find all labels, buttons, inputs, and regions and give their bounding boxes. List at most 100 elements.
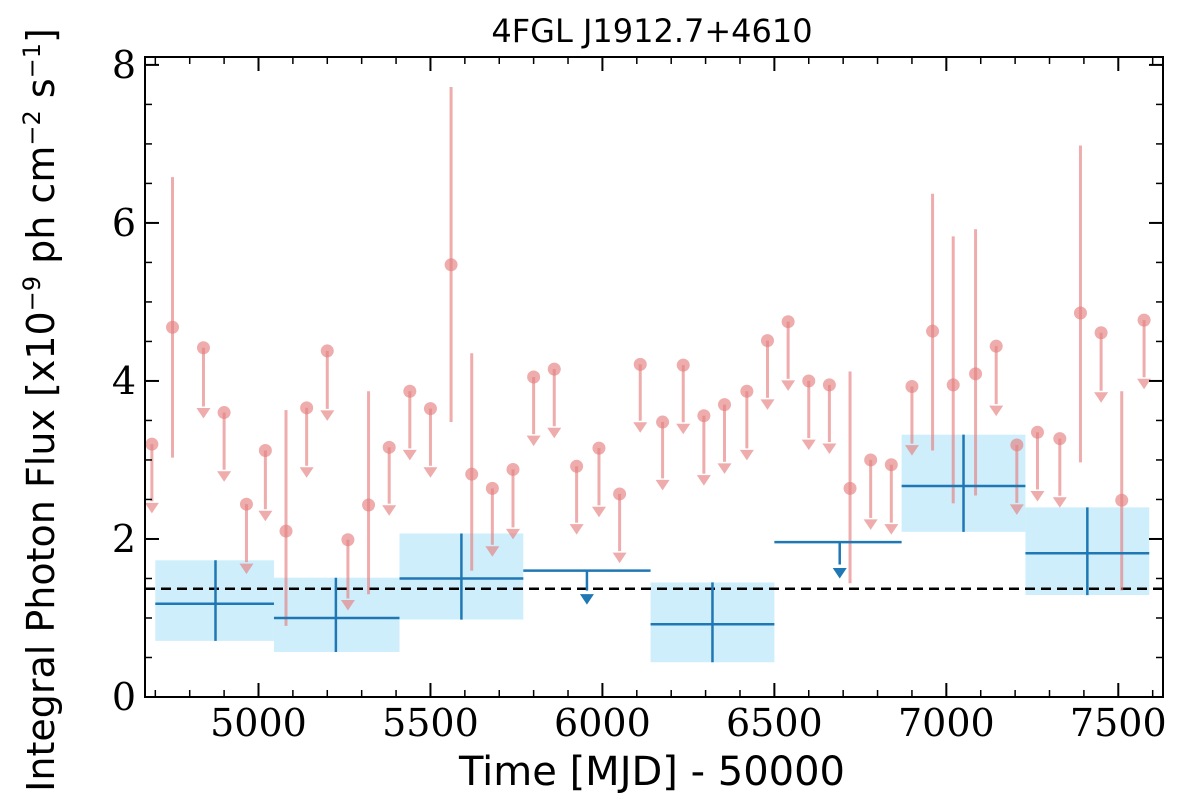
y-tick-label: 4 [112, 359, 136, 403]
short-bin-point [570, 459, 584, 473]
short-bin-point [1137, 313, 1151, 327]
short-bin-ul-arrow [633, 422, 648, 433]
short-bin-point [362, 498, 376, 512]
short-bin-point [718, 398, 732, 412]
short-bin-point [613, 487, 627, 501]
short-bin-point [905, 379, 919, 393]
short-bin-point [676, 358, 690, 372]
y-tick-label: 8 [112, 43, 136, 87]
short-bin-point [656, 415, 670, 429]
short-bin-ul-arrow [258, 510, 273, 522]
short-bin-ul-arrow [569, 524, 584, 535]
short-bin-ul-arrow [340, 600, 355, 611]
short-bin-point [740, 384, 754, 398]
short-bin-ul-arrow [402, 449, 417, 461]
short-bin-ul-arrow [739, 449, 754, 461]
plot-frame [144, 56, 1164, 698]
short-bin-ul-arrow [423, 467, 438, 478]
y-tick-label: 0 [112, 675, 136, 719]
x-tick-label: 5500 [382, 701, 479, 745]
short-bin-ul-arrow [822, 443, 837, 455]
y-tick-label: 2 [112, 517, 136, 561]
short-bin-point [802, 374, 816, 388]
short-bin-point [239, 497, 253, 511]
short-bin-ul-arrow [655, 479, 670, 491]
short-bins-layer [144, 87, 1152, 626]
short-bin-ul-arrow [904, 445, 919, 456]
short-bin-ul-arrow [505, 528, 520, 540]
short-bin-point [196, 341, 210, 355]
short-bin-ul-arrow [239, 563, 254, 575]
short-bin-point [527, 370, 541, 384]
x-tick-label: 7000 [898, 701, 995, 745]
short-bin-ul-arrow [382, 505, 397, 516]
short-bin-point [465, 467, 479, 481]
short-bin-point [341, 533, 355, 547]
short-bin-point [864, 453, 878, 467]
short-bin-ul-arrow [485, 546, 500, 557]
short-bin-point [145, 437, 159, 451]
short-bin-ul-arrow [1052, 497, 1067, 508]
y-axis-label: Integral Photon Flux [x10−9 ph cm−2 s−1] [18, 28, 63, 792]
short-bin-ul-arrow [696, 475, 711, 486]
short-bin-point [1094, 326, 1108, 340]
short-bin-point [300, 401, 314, 415]
short-bin-ul-arrow [1094, 392, 1109, 403]
short-bin-point [1115, 493, 1129, 507]
short-bin-ul-arrow [717, 463, 732, 474]
short-bin-point [217, 406, 231, 420]
x-axis-label: Time [MJD] - 50000 [458, 749, 845, 795]
short-bin-point [592, 441, 606, 455]
short-bin-point [1073, 306, 1087, 320]
short-bin-point [697, 409, 711, 423]
short-bin-point [382, 440, 396, 454]
short-bin-ul-arrow [547, 427, 562, 439]
short-bin-point [547, 362, 561, 376]
short-bin-ul-arrow [196, 408, 211, 419]
short-bin-point [485, 481, 499, 495]
short-bin-ul-arrow [217, 471, 232, 482]
short-bin-point [506, 462, 520, 476]
tick-labels: 5000 5500 6000 6500 7000 7500 0 2 4 6 8 [112, 43, 1167, 745]
short-bin-ul-arrow [863, 519, 878, 530]
short-bin-ul-arrow [801, 439, 816, 451]
short-bin-ul-arrow [320, 410, 335, 421]
short-bin-point [926, 324, 940, 338]
long-bins-layer [155, 434, 1150, 663]
chart-title: 4FGL J1912.7+4610 [491, 12, 812, 50]
short-bin-ul-arrow [1137, 378, 1152, 390]
short-bin-ul-arrow [612, 552, 627, 564]
short-bin-ul-arrow [760, 399, 775, 410]
x-tick-label: 5000 [210, 701, 307, 745]
long-bin-ul-arrow [832, 568, 847, 579]
short-bin-point [946, 378, 960, 392]
x-tick-label: 7500 [1070, 701, 1167, 745]
short-bin-point [969, 367, 983, 381]
short-bin-point [258, 443, 272, 457]
short-bin-point [320, 344, 334, 358]
short-bin-ul-arrow [1030, 490, 1045, 502]
x-tick-label: 6000 [554, 701, 651, 745]
short-bin-point [1053, 432, 1067, 446]
short-bin-ul-arrow [676, 423, 691, 435]
y-tick-label: 6 [112, 201, 136, 245]
short-bin-point [843, 481, 857, 495]
short-bin-point [760, 334, 774, 348]
short-bin-point [781, 315, 795, 329]
short-bin-point [444, 258, 458, 272]
short-bin-ul-arrow [144, 502, 159, 514]
short-bin-point [822, 378, 836, 392]
short-bin-point [1010, 438, 1024, 452]
short-bin-point [1030, 425, 1044, 439]
short-bin-ul-arrow [884, 524, 899, 535]
short-bin-ul-arrow [591, 506, 606, 518]
axes [144, 56, 1164, 698]
short-bin-point [989, 339, 1003, 353]
short-bin-ul-arrow [299, 467, 314, 478]
short-bin-point [423, 402, 437, 416]
short-bin-point [884, 458, 898, 472]
long-bin-ul-arrow [579, 594, 594, 605]
short-bin-point [633, 357, 647, 371]
x-tick-label: 6500 [726, 701, 823, 745]
